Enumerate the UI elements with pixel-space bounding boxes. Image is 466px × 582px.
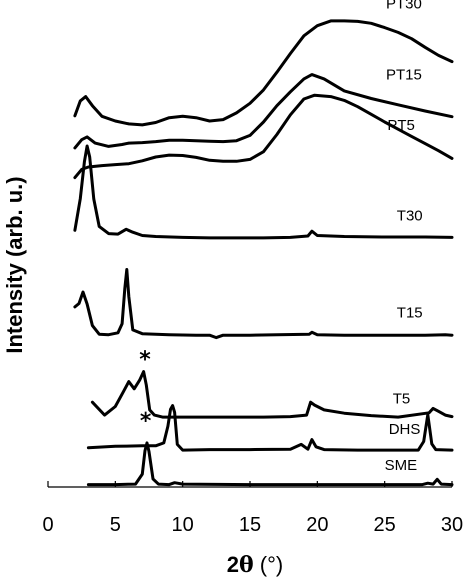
series-label-pt15: PT15: [386, 66, 422, 83]
x-tick-label-30: 30: [441, 514, 463, 536]
x-tick-label-25: 25: [374, 514, 396, 536]
x-axis-title-symbol: θ: [239, 552, 254, 578]
series-label-pt5: PT5: [387, 117, 415, 134]
x-tick-label-20: 20: [306, 514, 328, 536]
x-tick-label-15: 15: [239, 514, 261, 536]
series-curves: [73, 19, 454, 487]
series-labels: PT30 PT15 PT5 T30 T15 T5 DHS SME: [385, 0, 423, 474]
series-label-t15: T15: [397, 304, 423, 321]
series-label-sme: SME: [385, 457, 418, 474]
x-axis-title: 2θ (°): [227, 552, 284, 578]
series-label-t30: T30: [397, 208, 423, 225]
series-t30-line: [73, 144, 454, 240]
series-pt30-line: [73, 19, 454, 127]
x-tick-label-10: 10: [172, 514, 194, 536]
x-axis-title-prefix: 2: [227, 552, 239, 577]
series-t5-line: [90, 370, 454, 419]
peak-markers: **: [139, 347, 152, 434]
series-dhs-line: [86, 404, 454, 452]
y-axis-title: Intensity (arb. u.): [2, 176, 27, 353]
series-sme-line: [86, 441, 454, 487]
series-pt5-line: [73, 93, 454, 180]
peak-star-2: *: [140, 409, 152, 434]
x-axis: 0 5 10 15 20 25 30: [42, 481, 463, 536]
peak-star-1: *: [139, 347, 151, 372]
series-t15-line: [73, 268, 454, 340]
series-label-dhs: DHS: [389, 421, 421, 438]
series-pt15-line: [73, 73, 454, 150]
x-axis-title-unit: (°): [254, 552, 284, 577]
x-tick-label-0: 0: [42, 514, 53, 536]
series-label-t5: T5: [393, 391, 411, 408]
series-label-pt30: PT30: [386, 0, 422, 12]
x-tick-label-5: 5: [110, 514, 121, 536]
